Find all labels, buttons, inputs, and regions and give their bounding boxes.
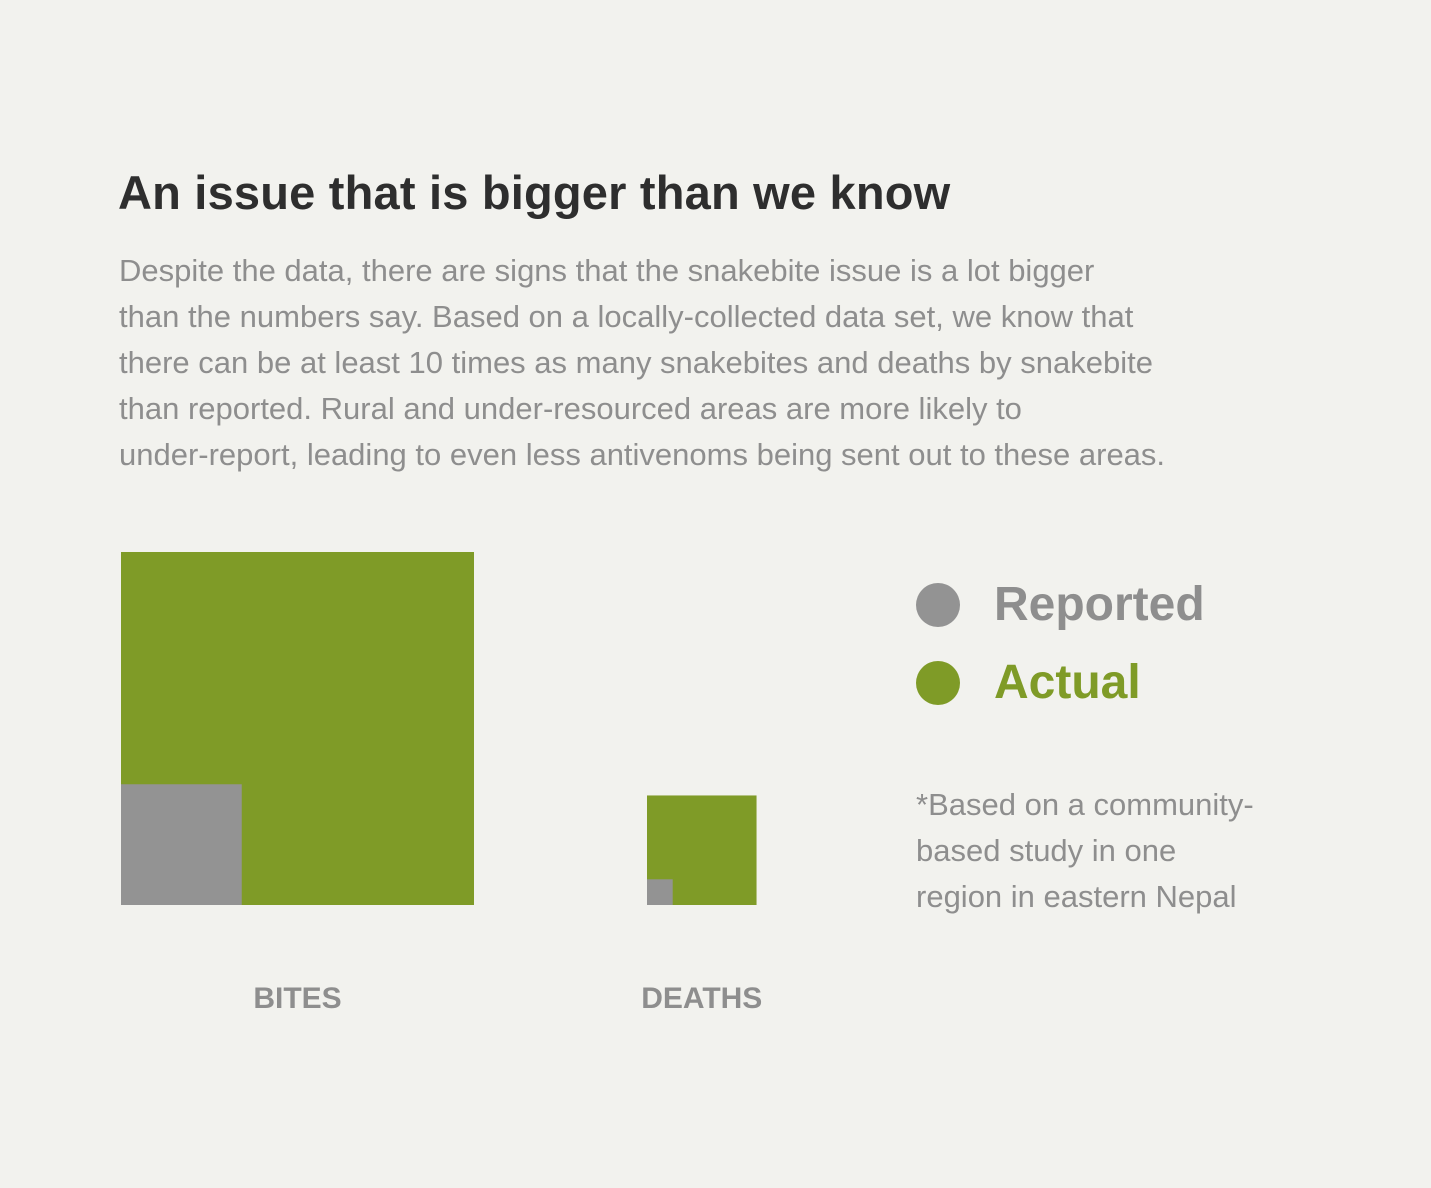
- legend-label-actual: Actual: [994, 656, 1141, 709]
- description-line: under-report, leading to even less antiv…: [119, 437, 1166, 472]
- footnote-line: based study in one: [916, 833, 1177, 868]
- description-line: Despite the data, there are signs that t…: [119, 253, 1095, 288]
- footnote-line: *Based on a community-: [916, 787, 1254, 822]
- legend-swatch-reported: [916, 583, 960, 627]
- description-line: than reported. Rural and under-resourced…: [119, 391, 1022, 426]
- reported-square-deaths: [647, 879, 673, 905]
- legend-swatch-actual: [916, 661, 960, 705]
- chart-description: Despite the data, there are signs that t…: [119, 248, 1319, 478]
- footnote-line: region in eastern Nepal: [916, 879, 1237, 914]
- category-label-bites: BITES: [253, 982, 342, 1015]
- description-line: there can be at least 10 times as many s…: [119, 345, 1153, 380]
- legend-label-reported: Reported: [994, 578, 1205, 631]
- reported-square-bites: [121, 784, 242, 905]
- footnote: *Based on a community- based study in on…: [916, 782, 1254, 920]
- category-label-deaths: DEATHS: [641, 982, 763, 1015]
- description-line: than the numbers say. Based on a locally…: [119, 299, 1134, 334]
- legend-item-reported: Reported: [916, 574, 1205, 636]
- chart-title: An issue that is bigger than we know: [118, 166, 951, 219]
- legend: Reported Actual: [916, 574, 1205, 730]
- legend-item-actual: Actual: [916, 652, 1205, 714]
